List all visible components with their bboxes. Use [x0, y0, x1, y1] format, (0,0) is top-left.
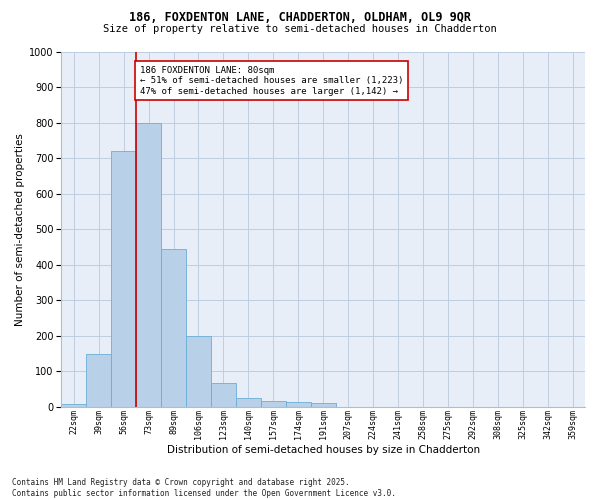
X-axis label: Distribution of semi-detached houses by size in Chadderton: Distribution of semi-detached houses by …: [167, 445, 480, 455]
Bar: [161, 248, 186, 406]
Y-axis label: Number of semi-detached properties: Number of semi-detached properties: [15, 132, 25, 326]
Text: 186 FOXDENTON LANE: 80sqm
← 51% of semi-detached houses are smaller (1,223)
47% : 186 FOXDENTON LANE: 80sqm ← 51% of semi-…: [140, 66, 403, 96]
Bar: [111, 151, 136, 406]
Bar: [86, 354, 111, 406]
Bar: [211, 382, 236, 406]
Bar: [61, 404, 86, 406]
Text: 186, FOXDENTON LANE, CHADDERTON, OLDHAM, OL9 9QR: 186, FOXDENTON LANE, CHADDERTON, OLDHAM,…: [129, 11, 471, 24]
Text: Contains HM Land Registry data © Crown copyright and database right 2025.
Contai: Contains HM Land Registry data © Crown c…: [12, 478, 396, 498]
Text: Size of property relative to semi-detached houses in Chadderton: Size of property relative to semi-detach…: [103, 24, 497, 34]
Bar: [261, 400, 286, 406]
Bar: [286, 402, 311, 406]
Bar: [136, 122, 161, 406]
Bar: [186, 336, 211, 406]
Bar: [236, 398, 261, 406]
Bar: [311, 403, 335, 406]
